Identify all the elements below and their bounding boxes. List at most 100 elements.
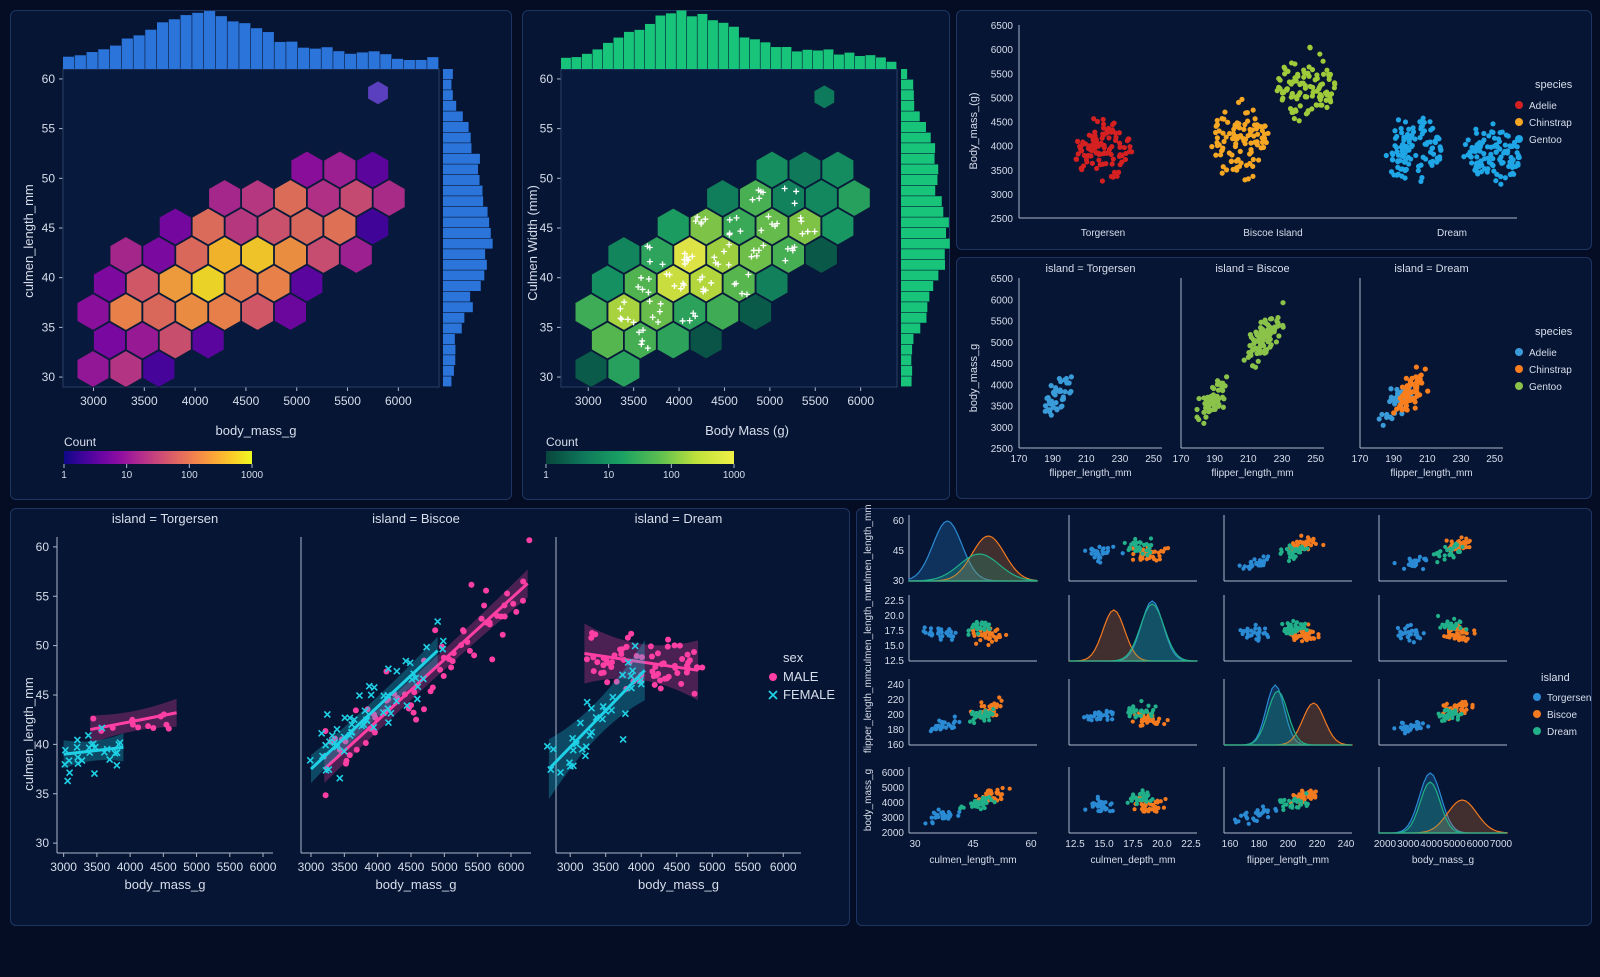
data-point — [1435, 552, 1439, 556]
data-point — [1295, 800, 1299, 804]
kde-curve — [1069, 604, 1197, 661]
marginal-x-bar — [392, 59, 403, 69]
data-point — [1498, 174, 1503, 179]
data-point — [1252, 557, 1256, 561]
marginal-y-bar — [901, 111, 920, 121]
data-point — [1258, 320, 1263, 325]
y-tick-label: 17.5 — [885, 626, 905, 637]
marginal-x-bar — [110, 46, 121, 69]
x-tick-label: 15.0 — [1094, 839, 1114, 850]
data-point-female — [414, 696, 420, 702]
data-point — [1139, 798, 1143, 802]
data-point — [1479, 169, 1484, 174]
data-point — [1251, 157, 1256, 162]
data-point — [1208, 402, 1213, 407]
x-tick-label: 5000 — [699, 860, 726, 874]
data-point — [1493, 178, 1498, 183]
data-point — [1004, 633, 1008, 637]
data-point — [1266, 635, 1270, 639]
data-point-male — [428, 688, 434, 694]
marginal-y-bar — [443, 196, 483, 206]
data-point — [1233, 136, 1238, 141]
data-point — [1394, 173, 1399, 178]
marginal-x-bar — [876, 57, 886, 69]
data-point — [980, 704, 984, 708]
data-point — [1467, 545, 1471, 549]
marginal-x-bar — [275, 42, 286, 69]
data-point — [1485, 144, 1490, 149]
data-point — [1123, 157, 1128, 162]
data-point — [1253, 627, 1257, 631]
data-point — [1201, 421, 1206, 426]
y-tick-label: 6000 — [882, 768, 905, 779]
marginal-x-bar — [813, 51, 823, 69]
data-point — [1221, 405, 1226, 410]
data-point — [1133, 537, 1137, 541]
data-point — [1443, 553, 1447, 557]
data-point-female — [582, 753, 588, 759]
data-point — [1248, 147, 1253, 152]
data-point — [929, 626, 933, 630]
data-point — [1148, 550, 1152, 554]
marginal-x-bar — [404, 60, 415, 69]
data-point-male — [354, 747, 360, 753]
data-point — [1443, 545, 1447, 549]
marginal-y-bar — [901, 376, 912, 386]
data-point — [1405, 132, 1410, 137]
data-point — [972, 634, 976, 638]
data-point — [1415, 379, 1420, 384]
marginal-y-bar — [901, 122, 926, 132]
data-point-male — [150, 725, 156, 731]
data-point — [1402, 727, 1406, 731]
data-point — [1108, 802, 1112, 806]
marginal-x-bar — [855, 56, 865, 69]
y-tick-label: 60 — [540, 72, 554, 86]
marginal-x-bar — [204, 11, 215, 69]
marginal-y-bar — [443, 270, 484, 280]
x-tick-label: 60 — [1025, 839, 1037, 850]
data-point — [984, 801, 988, 805]
marginal-y-bar — [443, 175, 480, 185]
marginal-x-bar — [792, 51, 802, 69]
data-point — [995, 627, 999, 631]
x-axis-label: body_mass_g — [216, 423, 297, 438]
data-point — [998, 704, 1002, 708]
swarm-series-gentoo — [1384, 116, 1444, 184]
data-point — [1092, 129, 1097, 134]
data-point — [1083, 549, 1087, 553]
data-point — [1133, 549, 1137, 553]
x-tick-label: 170 — [1173, 454, 1190, 465]
data-point — [1310, 93, 1315, 98]
data-point — [1254, 339, 1259, 344]
data-point — [946, 817, 950, 821]
marginal-y-bar — [443, 323, 462, 333]
data-point — [987, 795, 991, 799]
data-point — [1414, 394, 1419, 399]
data-point — [1089, 547, 1093, 551]
data-point — [1202, 401, 1207, 406]
data-point — [1423, 557, 1427, 561]
marginal-y-bar — [901, 196, 942, 206]
data-point — [1161, 550, 1165, 554]
legend-title: species — [1535, 79, 1573, 91]
data-point — [1266, 337, 1271, 342]
data-point — [1296, 805, 1300, 809]
data-point — [1215, 122, 1220, 127]
data-point — [1093, 711, 1097, 715]
data-point — [1294, 547, 1298, 551]
data-point — [1408, 557, 1412, 561]
data-point — [1133, 543, 1137, 547]
data-point — [1426, 724, 1430, 728]
y-tick-label: 2000 — [882, 828, 905, 839]
data-point — [1194, 415, 1199, 420]
data-point — [1303, 94, 1308, 99]
data-point — [1396, 626, 1400, 630]
data-point — [1321, 72, 1326, 77]
data-point — [1319, 94, 1324, 99]
data-point-male — [678, 681, 684, 687]
data-point — [1442, 557, 1446, 561]
data-point — [923, 821, 927, 825]
x-tick-label: 3000 — [557, 860, 584, 874]
marginal-x-bar — [750, 39, 760, 69]
y-tick-label: 35 — [42, 320, 56, 334]
